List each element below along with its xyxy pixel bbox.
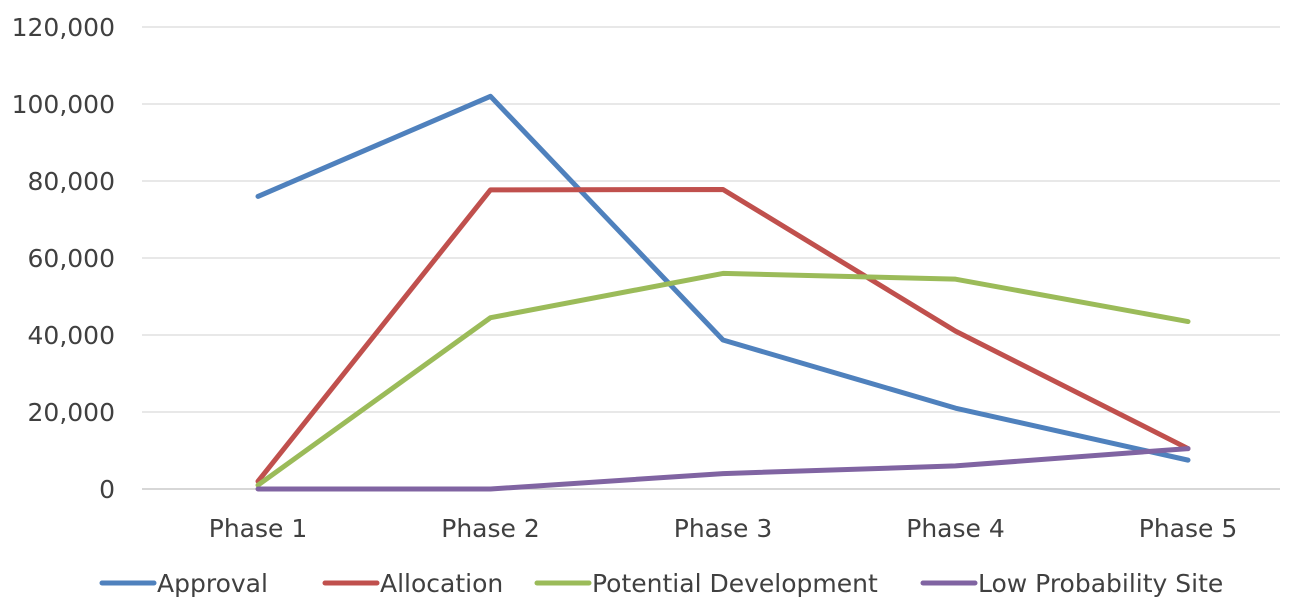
legend-item-low-probability-site: Low Probability Site — [920, 569, 1223, 598]
legend-label: Approval — [157, 569, 268, 598]
series-line-allocation — [255, 186, 1191, 484]
legend-label: Low Probability Site — [978, 569, 1223, 598]
series-line-potential-development — [255, 270, 1191, 488]
x-tick-label: Phase 2 — [441, 514, 540, 543]
legend-item-potential-development: Potential Development — [534, 569, 878, 598]
x-tick-label: Phase 5 — [1139, 514, 1238, 543]
legend: Approval Allocation Potential Development L… — [99, 569, 1223, 598]
y-tick-label: 40,000 — [28, 321, 115, 350]
y-tick-label: 120,000 — [12, 13, 115, 42]
y-tick-label: 20,000 — [28, 398, 115, 427]
legend-item-allocation: Allocation — [322, 569, 503, 598]
x-tick-label: Phase 3 — [674, 514, 773, 543]
legend-item-approval: Approval — [99, 569, 268, 598]
x-tick-label: Phase 1 — [209, 514, 308, 543]
series-line-low-probability-site — [255, 446, 1191, 492]
y-tick-label: 60,000 — [28, 244, 115, 273]
gridlines — [142, 26, 1280, 490]
y-tick-label: 100,000 — [12, 90, 115, 119]
legend-label: Allocation — [380, 569, 503, 598]
series-line-approval — [255, 93, 1191, 463]
y-axis-ticks: 0 20,000 40,000 60,000 80,000 100,000 120,000 — [12, 13, 115, 504]
legend-label: Potential Development — [592, 569, 878, 598]
y-tick-label: 80,000 — [28, 167, 115, 196]
y-tick-label: 0 — [99, 475, 115, 504]
x-axis-ticks: Phase 1 Phase 2 Phase 3 Phase 4 Phase 5 — [209, 514, 1238, 543]
series-lines — [255, 93, 1191, 492]
x-tick-label: Phase 4 — [906, 514, 1005, 543]
